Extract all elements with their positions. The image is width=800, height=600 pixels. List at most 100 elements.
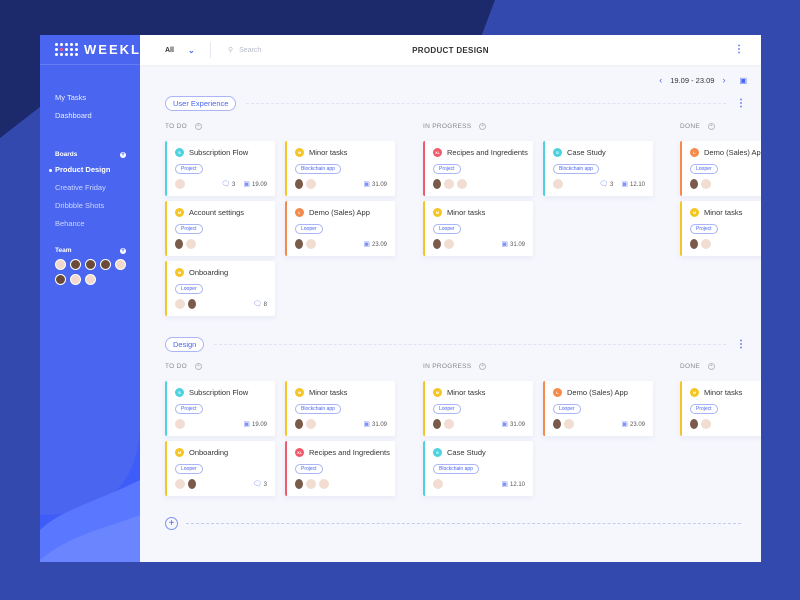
avatar[interactable]	[433, 479, 443, 489]
task-card[interactable]: M Account settings Project	[165, 201, 275, 256]
project-tag[interactable]: Looper	[175, 284, 203, 294]
prev-week-icon[interactable]: ‹	[659, 75, 663, 85]
avatar[interactable]	[295, 179, 303, 189]
project-tag[interactable]: Project	[690, 224, 718, 234]
avatar[interactable]	[295, 239, 303, 249]
add-member-icon[interactable]: +	[120, 247, 126, 254]
avatar[interactable]	[701, 239, 711, 249]
board-creative-friday[interactable]: Creative Friday	[55, 183, 106, 192]
task-card[interactable]: L Demo (Sales) App Looper	[680, 141, 761, 196]
group-options-icon[interactable]: ⋮	[736, 98, 746, 109]
task-card[interactable]: M Minor tasks Project	[680, 201, 761, 256]
calendar-icon[interactable]: ▣	[739, 75, 747, 85]
avatar[interactable]	[175, 479, 185, 489]
add-task-icon[interactable]: +	[707, 363, 715, 370]
add-task-icon[interactable]: +	[479, 123, 487, 130]
avatar[interactable]	[175, 299, 185, 309]
avatar[interactable]	[175, 419, 185, 429]
project-tag[interactable]: Blockchain app	[295, 404, 341, 414]
task-card[interactable]: M Minor tasks Looper ▣ 31.09	[423, 381, 533, 436]
task-card[interactable]: L Demo (Sales) App Looper ▣ 23.09	[543, 381, 653, 436]
group-pill[interactable]: User Experience	[165, 96, 237, 111]
avatar[interactable]	[690, 179, 698, 189]
nav-dashboard[interactable]: Dashboard	[55, 111, 92, 120]
avatar[interactable]	[70, 259, 81, 270]
add-task-icon[interactable]: +	[194, 123, 202, 130]
project-tag[interactable]: Blockchain app	[433, 464, 479, 474]
avatar[interactable]	[319, 479, 329, 489]
avatar[interactable]	[306, 479, 316, 489]
search-input[interactable]: ⚲ Search	[228, 46, 261, 55]
avatar[interactable]	[564, 419, 574, 429]
task-card[interactable]: XL Recipes and Ingredients Project	[423, 141, 533, 196]
avatar[interactable]	[55, 274, 66, 285]
add-board-icon[interactable]: +	[120, 151, 126, 158]
project-tag[interactable]: Looper	[433, 404, 461, 414]
add-task-icon[interactable]: +	[194, 363, 202, 370]
filter-dropdown[interactable]: All ⌄	[140, 46, 210, 55]
logo[interactable]: WEEKLY	[40, 35, 140, 65]
avatar[interactable]	[701, 179, 711, 189]
avatar[interactable]	[444, 239, 454, 249]
task-card[interactable]: XL Recipes and Ingredients Project	[285, 441, 395, 496]
avatar[interactable]	[444, 179, 454, 189]
project-tag[interactable]: Project	[433, 164, 461, 174]
avatar[interactable]	[85, 274, 96, 285]
avatar[interactable]	[100, 259, 111, 270]
task-card[interactable]: M Onboarding Looper 🗨 8	[165, 261, 275, 316]
board-behance[interactable]: Behance	[55, 219, 85, 228]
project-tag[interactable]: Project	[175, 404, 203, 414]
add-group-button[interactable]: +	[165, 517, 178, 530]
group-pill[interactable]: Design	[165, 337, 205, 352]
avatar[interactable]	[306, 419, 316, 429]
avatar[interactable]	[553, 419, 561, 429]
project-tag[interactable]: Looper	[553, 404, 581, 414]
task-card[interactable]: M Minor tasks Looper ▣ 31.09	[423, 201, 533, 256]
avatar[interactable]	[85, 259, 96, 270]
avatar[interactable]	[433, 239, 441, 249]
avatar[interactable]	[175, 179, 185, 189]
avatar[interactable]	[306, 179, 316, 189]
add-task-icon[interactable]: +	[479, 363, 487, 370]
task-card[interactable]: M Onboarding Looper 🗨 3	[165, 441, 275, 496]
avatar[interactable]	[186, 239, 196, 249]
avatar[interactable]	[433, 179, 441, 189]
nav-my-tasks[interactable]: My Tasks	[55, 93, 87, 102]
task-card[interactable]: S Subscription Flow Project 🗨 3 ▣ 19.09	[165, 141, 275, 196]
board-product-design[interactable]: Product Design	[40, 161, 140, 179]
avatar[interactable]	[115, 259, 126, 270]
more-options-icon[interactable]: ⋮	[734, 44, 744, 55]
add-task-icon[interactable]: +	[707, 123, 715, 130]
task-card[interactable]: M Minor tasks Blockchain app ▣ 31.09	[285, 141, 395, 196]
avatar[interactable]	[188, 479, 196, 489]
task-card[interactable]: S Case Study Blockchain app 🗨 3 ▣ 12.10	[543, 141, 653, 196]
task-card[interactable]: L Demo (Sales) App Looper ▣ 23.09	[285, 201, 395, 256]
task-card[interactable]: M Minor tasks Blockchain app ▣ 31.09	[285, 381, 395, 436]
avatar[interactable]	[188, 299, 196, 309]
avatar[interactable]	[553, 179, 563, 189]
next-week-icon[interactable]: ›	[722, 75, 726, 85]
project-tag[interactable]: Looper	[433, 224, 461, 234]
task-card[interactable]: S Subscription Flow Project ▣ 19.09	[165, 381, 275, 436]
avatar[interactable]	[295, 479, 303, 489]
task-card[interactable]: M Minor tasks Project	[680, 381, 761, 436]
project-tag[interactable]: Blockchain app	[295, 164, 341, 174]
task-card[interactable]: S Case Study Blockchain app ▣ 12.10	[423, 441, 533, 496]
avatar[interactable]	[690, 239, 698, 249]
avatar[interactable]	[444, 419, 454, 429]
avatar[interactable]	[70, 274, 81, 285]
project-tag[interactable]: Blockchain app	[553, 164, 599, 174]
project-tag[interactable]: Project	[295, 464, 323, 474]
avatar[interactable]	[306, 239, 316, 249]
avatar[interactable]	[701, 419, 711, 429]
project-tag[interactable]: Looper	[690, 164, 718, 174]
avatar[interactable]	[690, 419, 698, 429]
avatar[interactable]	[175, 239, 183, 249]
avatar[interactable]	[55, 259, 66, 270]
project-tag[interactable]: Looper	[175, 464, 203, 474]
avatar[interactable]	[295, 419, 303, 429]
avatar[interactable]	[457, 179, 467, 189]
project-tag[interactable]: Project	[690, 404, 718, 414]
board-dribbble-shots[interactable]: Dribbble Shots	[55, 201, 105, 210]
group-options-icon[interactable]: ⋮	[736, 339, 746, 350]
